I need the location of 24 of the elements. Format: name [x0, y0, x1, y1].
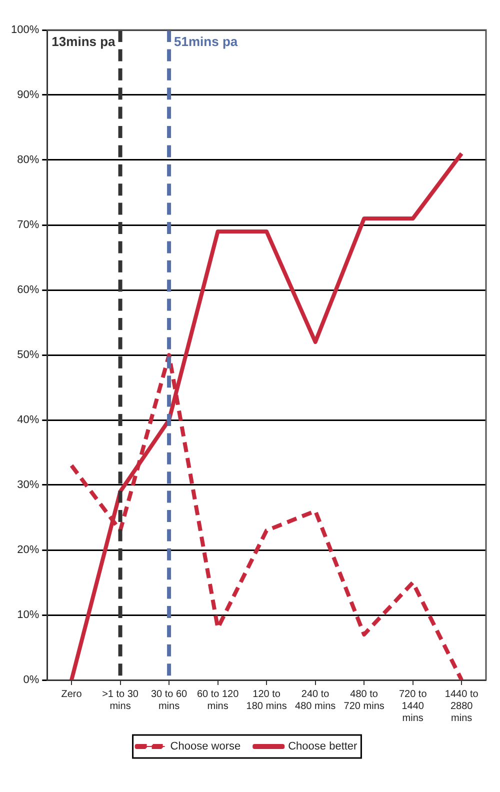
x-tick-label: 30 to 60 mins: [150, 688, 188, 712]
y-tick-label: 10%: [17, 609, 40, 622]
x-tick-label: 120 to 180 mins: [246, 688, 287, 712]
x-tick-label: Zero: [61, 688, 82, 700]
ref-line-label: 13mins pa: [52, 34, 116, 50]
x-tick-label: 1440 to 2880 mins: [444, 688, 479, 724]
y-tick-label: 50%: [17, 349, 40, 362]
legend-label: Choose better: [288, 740, 358, 753]
x-tick-label: 60 to 120 mins: [196, 688, 240, 712]
legend-label: Choose worse: [170, 740, 241, 753]
y-tick-label: 0%: [23, 674, 40, 686]
y-tick-label: 100%: [10, 24, 40, 36]
y-tick-label: 90%: [17, 89, 40, 102]
x-tick-label: >1 to 30 mins: [102, 688, 139, 712]
y-tick-label: 80%: [17, 154, 40, 166]
x-tick-label: 720 to 1440 mins: [398, 688, 428, 724]
y-tick-label: 40%: [17, 414, 40, 426]
x-tick-label: 480 to 720 mins: [344, 688, 384, 712]
y-tick-label: 30%: [17, 479, 40, 492]
y-tick-label: 60%: [17, 284, 40, 296]
ref-line-label: 51mins pa: [174, 34, 238, 50]
y-tick-label: 70%: [17, 219, 40, 232]
y-tick-label: 20%: [17, 544, 40, 556]
x-tick-label: 240 to 480 mins: [295, 688, 336, 712]
